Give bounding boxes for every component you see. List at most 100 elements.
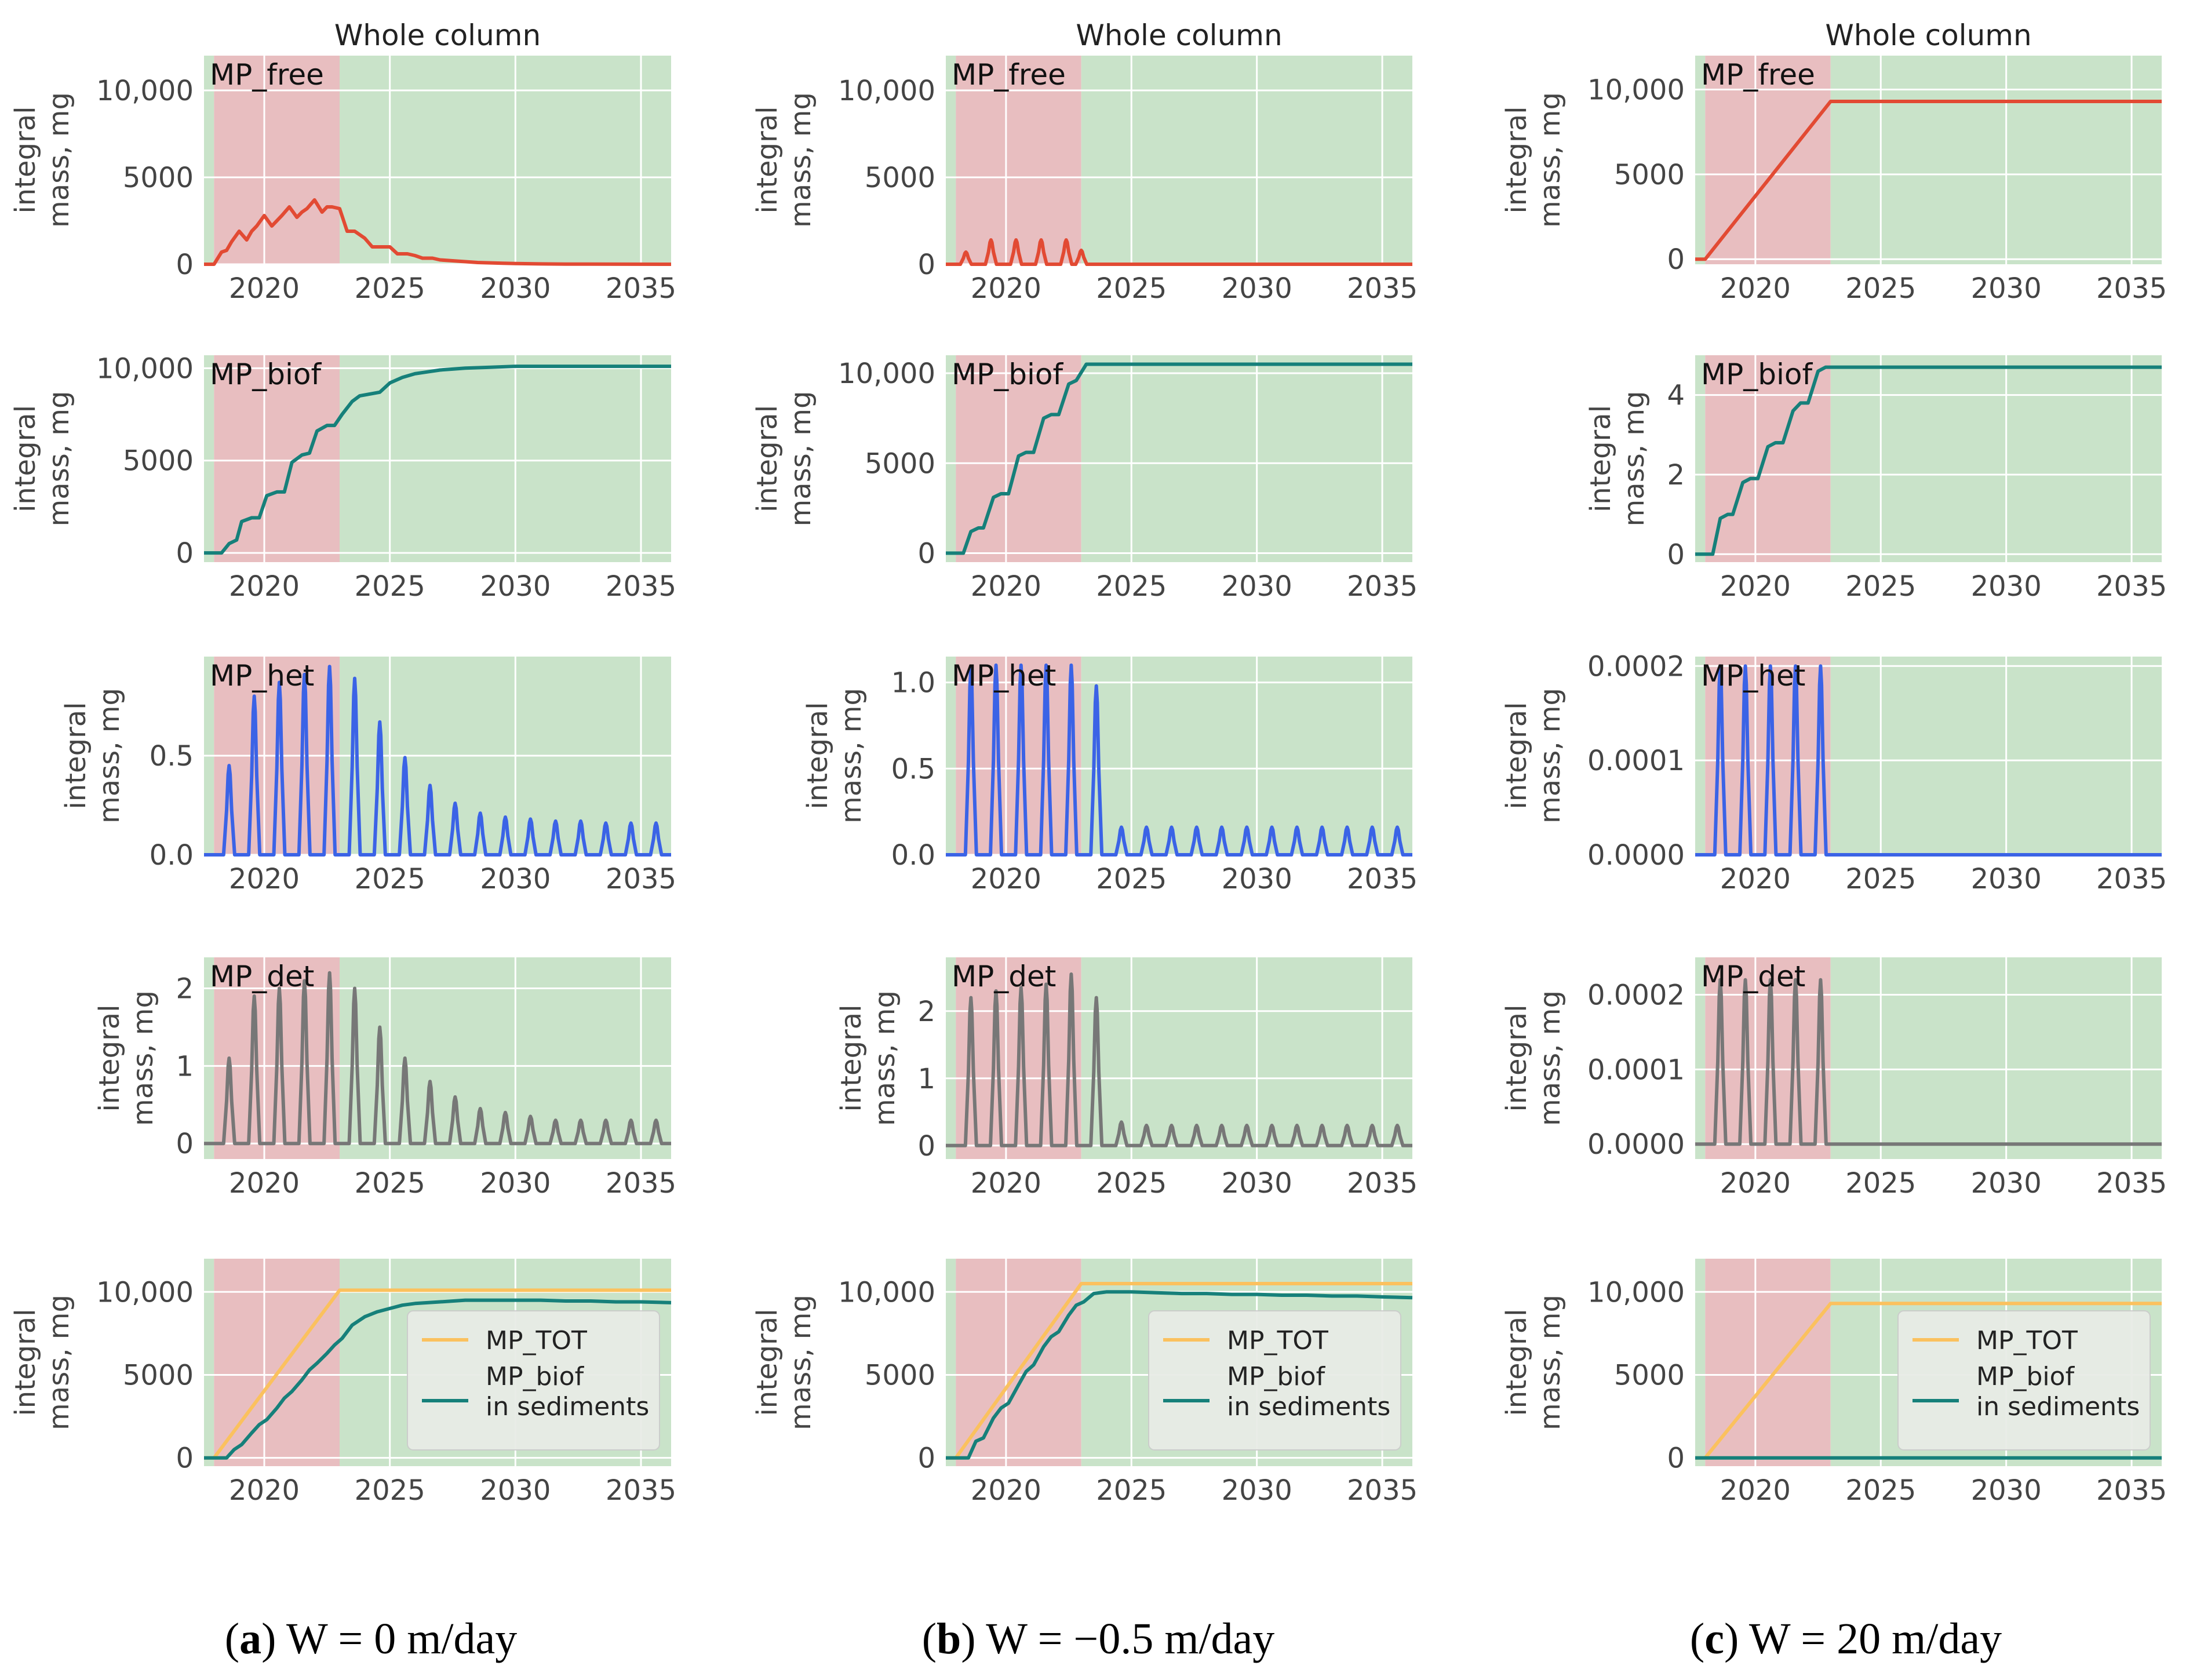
y-axis-label-line2: mass, mg — [785, 92, 817, 228]
y-tick-label: 10,000 — [1587, 1276, 1685, 1309]
x-tick-label: 2020 — [229, 863, 300, 895]
x-tick-label: 2025 — [355, 1167, 425, 1200]
panel-a-MP_biof: 2020 2025 2030 2035 0 5000 10,000 integral mass,… — [9, 352, 676, 603]
legend-label-mp-tot: MP_TOT — [1227, 1326, 1328, 1355]
x-tick-label: 2025 — [355, 272, 425, 305]
x-tick-label: 2035 — [606, 863, 676, 895]
series-mp-het — [946, 663, 1412, 857]
y-tick-label: 2 — [1667, 459, 1685, 491]
y-axis-label-line1: integral — [1500, 1004, 1533, 1112]
x-tick-label: 2025 — [1845, 272, 1916, 305]
x-tick-label: 2030 — [1971, 1167, 2042, 1200]
y-tick-label: 0 — [917, 1442, 935, 1475]
y-axis-label-line1: integral — [60, 702, 92, 809]
y-axis-label-line1: integral — [1500, 702, 1533, 809]
x-tick-label: 2020 — [229, 570, 300, 603]
y-axis-label-line2: mass, mg — [93, 688, 126, 823]
legend-label-mp-tot: MP_TOT — [486, 1326, 587, 1355]
panel-label: MP_det — [1701, 960, 1805, 993]
y-axis-label-line2: mass, mg — [1618, 391, 1651, 527]
x-tick-label: 2025 — [355, 1474, 425, 1507]
y-axis-label: integral mass, mg — [1584, 391, 1651, 527]
x-tick-label: 2030 — [1222, 1167, 1292, 1200]
x-tick-label: 2030 — [1971, 272, 2042, 305]
y-axis-label-line2: mass, mg — [869, 990, 901, 1126]
release-period-span — [956, 1259, 1081, 1466]
y-tick-label: 0.0 — [150, 839, 194, 872]
pre-release-span — [204, 56, 214, 264]
x-tick-label: 2025 — [1096, 570, 1167, 603]
x-tick-label: 2020 — [1720, 863, 1791, 895]
x-tick-label: 2020 — [229, 272, 300, 305]
x-tick-label: 2025 — [1096, 1474, 1167, 1507]
x-tick-label: 2020 — [1720, 1474, 1791, 1507]
y-axis-label-line1: integral — [1500, 1309, 1533, 1416]
series-mp-biof — [946, 362, 1412, 555]
x-tick-label: 2020 — [229, 1167, 300, 1200]
panel-b-MP_det: 2020 2025 2030 2035 0 1 2 integral mass, mg MP_de… — [835, 957, 1418, 1200]
y-axis-label-line2: mass, mg — [127, 990, 159, 1126]
y-tick-label: 4 — [1667, 380, 1685, 412]
panel-label: MP_free — [1701, 58, 1815, 92]
panel-label: MP_free — [952, 58, 1066, 92]
y-axis-label-line1: integral — [802, 702, 834, 809]
y-axis-label-line1: integral — [751, 1309, 784, 1416]
y-tick-label: 5000 — [1614, 159, 1685, 191]
panel-label: MP_het — [952, 659, 1056, 693]
y-tick-label: 2 — [917, 996, 935, 1028]
x-tick-label: 2025 — [1845, 1167, 1916, 1200]
y-tick-label: 10,000 — [96, 75, 194, 107]
series-mp-free — [1695, 100, 2162, 261]
pre-release-span — [946, 355, 956, 562]
x-tick-label: 2025 — [1845, 570, 1916, 603]
x-tick-label: 2035 — [1347, 863, 1418, 895]
x-tick-label: 2020 — [971, 863, 1041, 895]
y-tick-label: 10,000 — [96, 1276, 194, 1309]
series-mp-det — [204, 971, 671, 1146]
y-axis-label: integral mass, mg — [751, 391, 817, 527]
caption-a: (a) W = 0 m/day — [224, 1615, 518, 1663]
column-title: Whole column — [1825, 19, 2031, 52]
panel-c-MP_biof: 2020 2025 2030 2035 0 2 4 integral mass, mg MP_bi… — [1584, 355, 2167, 603]
series-mp-det — [1695, 978, 2162, 1146]
x-tick-label: 2035 — [1347, 1474, 1418, 1507]
y-axis-label-line2: mass, mg — [43, 1295, 75, 1430]
y-axis-label-line2: mass, mg — [1534, 1295, 1567, 1430]
legend-box — [407, 1310, 660, 1451]
y-axis-label-line2: mass, mg — [835, 688, 868, 823]
y-tick-label: 1.0 — [891, 667, 935, 699]
x-tick-label: 2030 — [480, 1167, 551, 1200]
x-tick-label: 2020 — [1720, 1167, 1791, 1200]
post-release-span — [1830, 957, 2162, 1159]
x-tick-label: 2035 — [606, 1474, 676, 1507]
panel-a-total: 2020 2025 2030 2035 0 5000 10,000 integral mass,… — [9, 1259, 676, 1507]
x-tick-label: 2030 — [1222, 863, 1292, 895]
y-axis-label: integral mass, mg — [1500, 92, 1567, 228]
x-tick-label: 2035 — [606, 1167, 676, 1200]
y-tick-label: 5000 — [123, 445, 194, 478]
caption-b: (b) W = −0.5 m/day — [921, 1615, 1275, 1663]
x-tick-label: 2030 — [1971, 570, 2042, 603]
panel-label: MP_het — [210, 659, 314, 693]
caption-c: (c) W = 20 m/day — [1689, 1615, 2002, 1663]
panel-b-total: 2020 2025 2030 2035 0 5000 10,000 integral mass,… — [751, 1259, 1418, 1507]
series-mp-free — [204, 198, 672, 266]
y-axis-label: integral mass, mg — [1500, 688, 1567, 823]
release-period-span — [214, 355, 340, 562]
panel-c-total: 2020 2025 2030 2035 0 5000 10,000 integral mass,… — [1500, 1259, 2167, 1507]
y-tick-label: 0 — [176, 249, 194, 281]
series-mp-biof — [204, 365, 671, 555]
y-tick-label: 0 — [917, 249, 935, 281]
y-tick-label: 1 — [176, 1050, 194, 1083]
y-axis-label: integral mass, mg — [802, 688, 868, 823]
pre-release-span — [946, 657, 956, 855]
x-tick-label: 2035 — [1347, 272, 1418, 305]
x-tick-label: 2020 — [971, 1474, 1041, 1507]
x-tick-label: 2030 — [1222, 1474, 1292, 1507]
y-tick-label: 0.0001 — [1587, 1054, 1685, 1086]
pre-release-span — [1695, 1259, 1706, 1466]
x-tick-label: 2035 — [606, 272, 676, 305]
y-tick-label: 10,000 — [838, 75, 935, 107]
panel-c-MP_det: 2020 2025 2030 2035 0.0000 0.0001 0.0002 integr… — [1500, 957, 2167, 1200]
